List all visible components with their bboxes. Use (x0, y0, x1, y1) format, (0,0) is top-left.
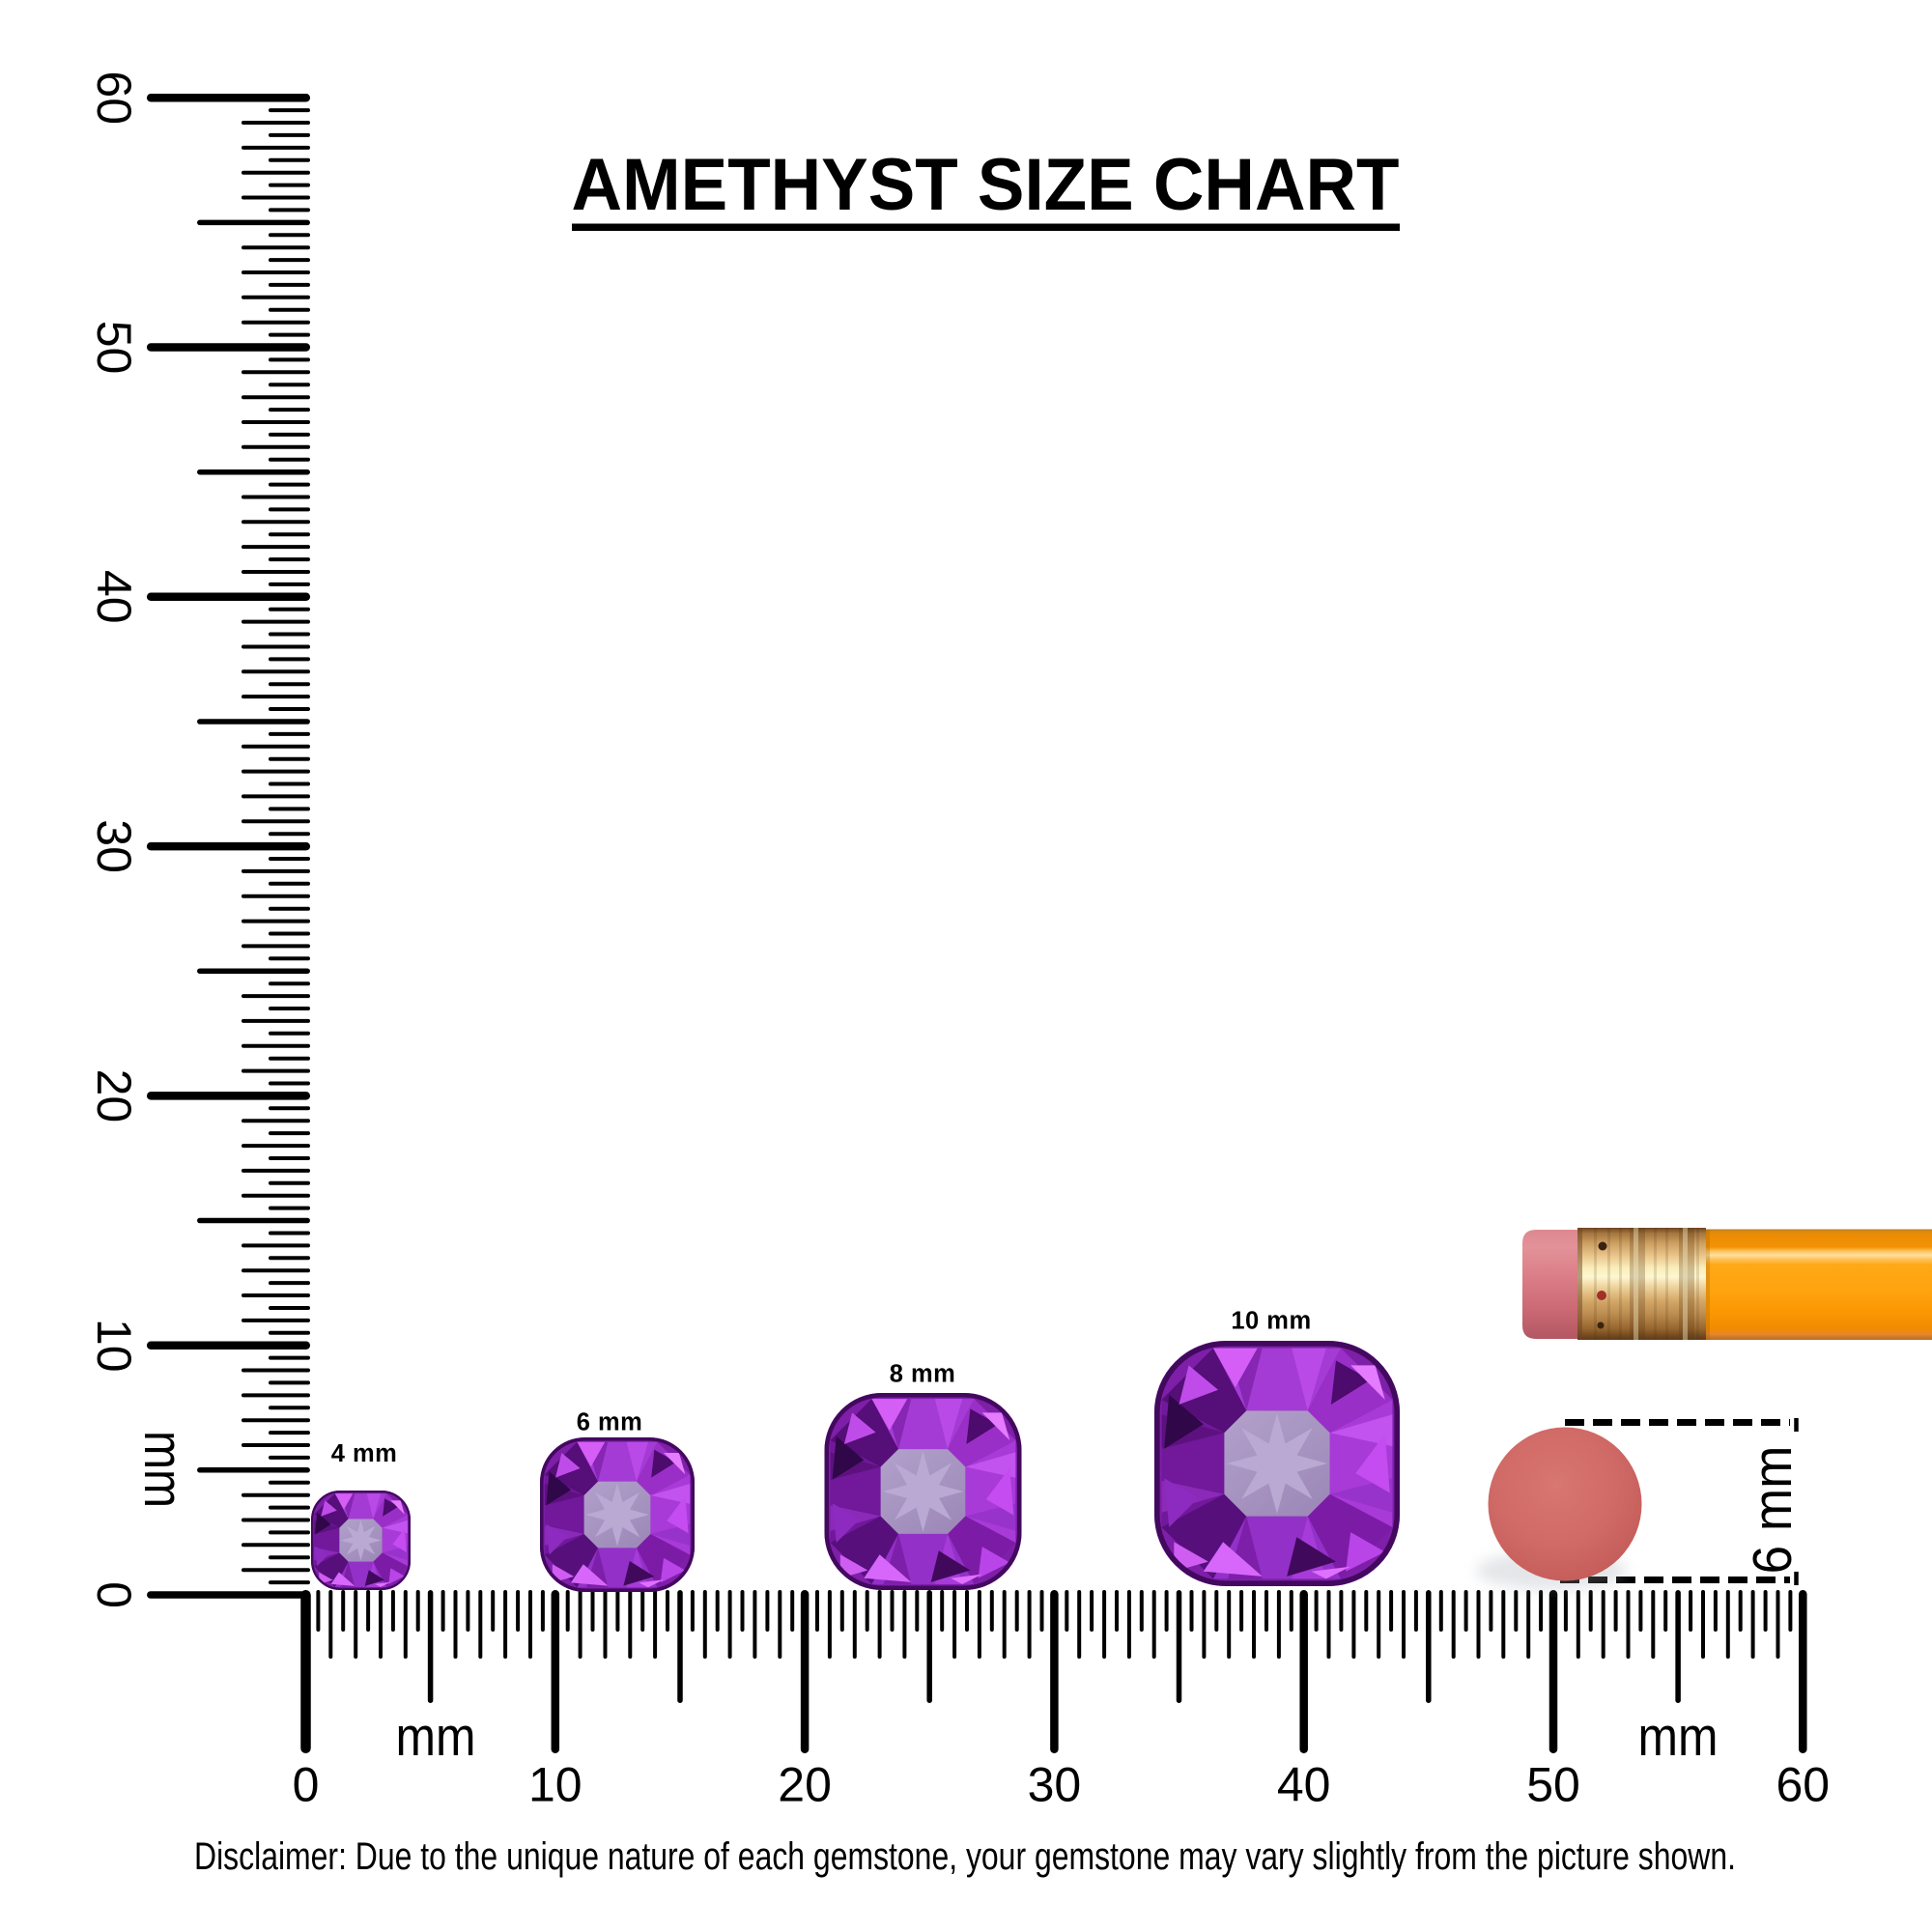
svg-text:10 mm: 10 mm (1231, 1308, 1311, 1335)
svg-text:6 mm: 6 mm (577, 1409, 643, 1436)
svg-text:mm: mm (1638, 1706, 1719, 1768)
svg-text:40: 40 (1277, 1758, 1331, 1812)
svg-text:30: 30 (1028, 1758, 1082, 1812)
svg-text:0: 0 (293, 1758, 320, 1812)
svg-text:6 mm: 6 mm (1742, 1446, 1804, 1575)
svg-text:8 mm: 8 mm (890, 1361, 956, 1388)
svg-text:Disclaimer: Due to the unique: Disclaimer: Due to the unique nature of … (194, 1835, 1736, 1878)
svg-text:AMETHYST SIZE CHART: AMETHYST SIZE CHART (572, 144, 1400, 226)
svg-text:10: 10 (87, 1319, 141, 1373)
svg-text:40: 40 (87, 570, 141, 624)
svg-text:50: 50 (87, 321, 141, 375)
svg-text:0: 0 (87, 1581, 141, 1608)
svg-text:20: 20 (778, 1758, 832, 1812)
svg-text:50: 50 (1526, 1758, 1580, 1812)
svg-text:60: 60 (1776, 1758, 1830, 1812)
svg-text:30: 30 (87, 819, 141, 873)
svg-text:10: 10 (528, 1758, 582, 1812)
svg-text:20: 20 (87, 1069, 141, 1123)
svg-text:mm: mm (132, 1431, 194, 1508)
svg-text:60: 60 (87, 71, 141, 125)
svg-text:4 mm: 4 mm (331, 1440, 398, 1467)
svg-text:mm: mm (396, 1706, 476, 1768)
